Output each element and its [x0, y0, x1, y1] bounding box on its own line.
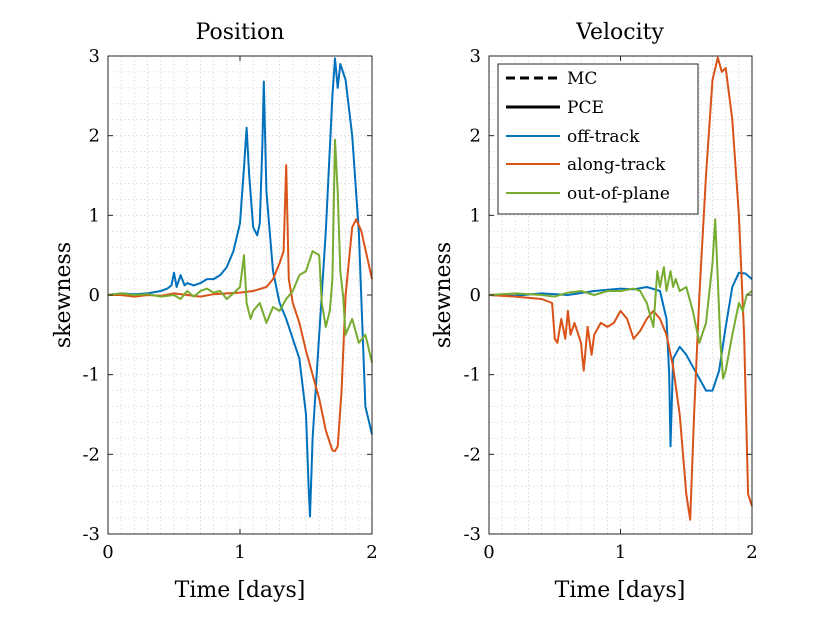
velocity-ticks: 0 1 2 -3 -2 -1 0 1 2 3 [463, 46, 757, 563]
legend-label-out-of-plane: out-of-plane [567, 184, 670, 204]
legend-label-along-track: along-track [567, 155, 666, 175]
velocity-ytick-label: 3 [470, 46, 481, 67]
velocity-series [488, 56, 753, 521]
velocity-xtick-label: 1 [615, 542, 626, 563]
position-series-off-track [107, 57, 373, 518]
position-ytick-label: -3 [82, 524, 100, 545]
velocity-ylabel: skewness [431, 242, 456, 348]
velocity-series-off-track [488, 271, 753, 448]
position-ytick-label: -2 [82, 444, 100, 465]
velocity-series-out-of-plane [488, 218, 753, 380]
velocity-ytick-label: -1 [463, 365, 481, 386]
position-grid [108, 56, 372, 534]
position-series-along-track [108, 164, 373, 453]
velocity-chart: 0 1 2 -3 -2 -1 0 1 2 3 Velocity Time [days] skewn… [431, 20, 758, 603]
position-ytick-label: -1 [82, 365, 100, 386]
position-chart: 0 1 2 -3 -2 -1 0 1 2 3 Position Time [days] skewn… [51, 20, 378, 603]
legend-label-pce: PCE [567, 98, 604, 118]
velocity-xlabel: Time [days] [555, 578, 686, 603]
legend: MC PCE off-track along-track out-of-plan… [497, 63, 699, 215]
velocity-xtick-label: 0 [483, 542, 494, 563]
velocity-ytick-label: 2 [470, 126, 481, 147]
position-ytick-label: 1 [89, 205, 100, 226]
position-xtick-label: 0 [102, 542, 113, 563]
position-series-out-of-plane [107, 138, 373, 363]
legend-label-off-track: off-track [567, 127, 640, 147]
position-ytick-label: 0 [89, 285, 100, 306]
position-ytick-label: 2 [89, 126, 100, 147]
position-ytick-label: 3 [89, 46, 100, 67]
velocity-series-along-track [488, 56, 753, 521]
position-ticks: 0 1 2 -3 -2 -1 0 1 2 3 [82, 46, 377, 563]
position-xlabel: Time [days] [175, 578, 306, 603]
velocity-title: Velocity [575, 20, 664, 45]
velocity-ytick-label: 1 [470, 205, 481, 226]
legend-label-mc: MC [567, 69, 597, 89]
velocity-xtick-label: 2 [746, 542, 757, 563]
position-ylabel: skewness [51, 242, 76, 348]
velocity-ytick-label: -2 [463, 444, 481, 465]
velocity-ytick-label: 0 [470, 285, 481, 306]
position-xtick-label: 1 [234, 542, 245, 563]
velocity-ytick-label: -3 [463, 524, 481, 545]
legend-box [497, 63, 699, 215]
position-title: Position [196, 20, 285, 45]
position-series [107, 57, 373, 518]
position-xtick-label: 2 [366, 542, 377, 563]
